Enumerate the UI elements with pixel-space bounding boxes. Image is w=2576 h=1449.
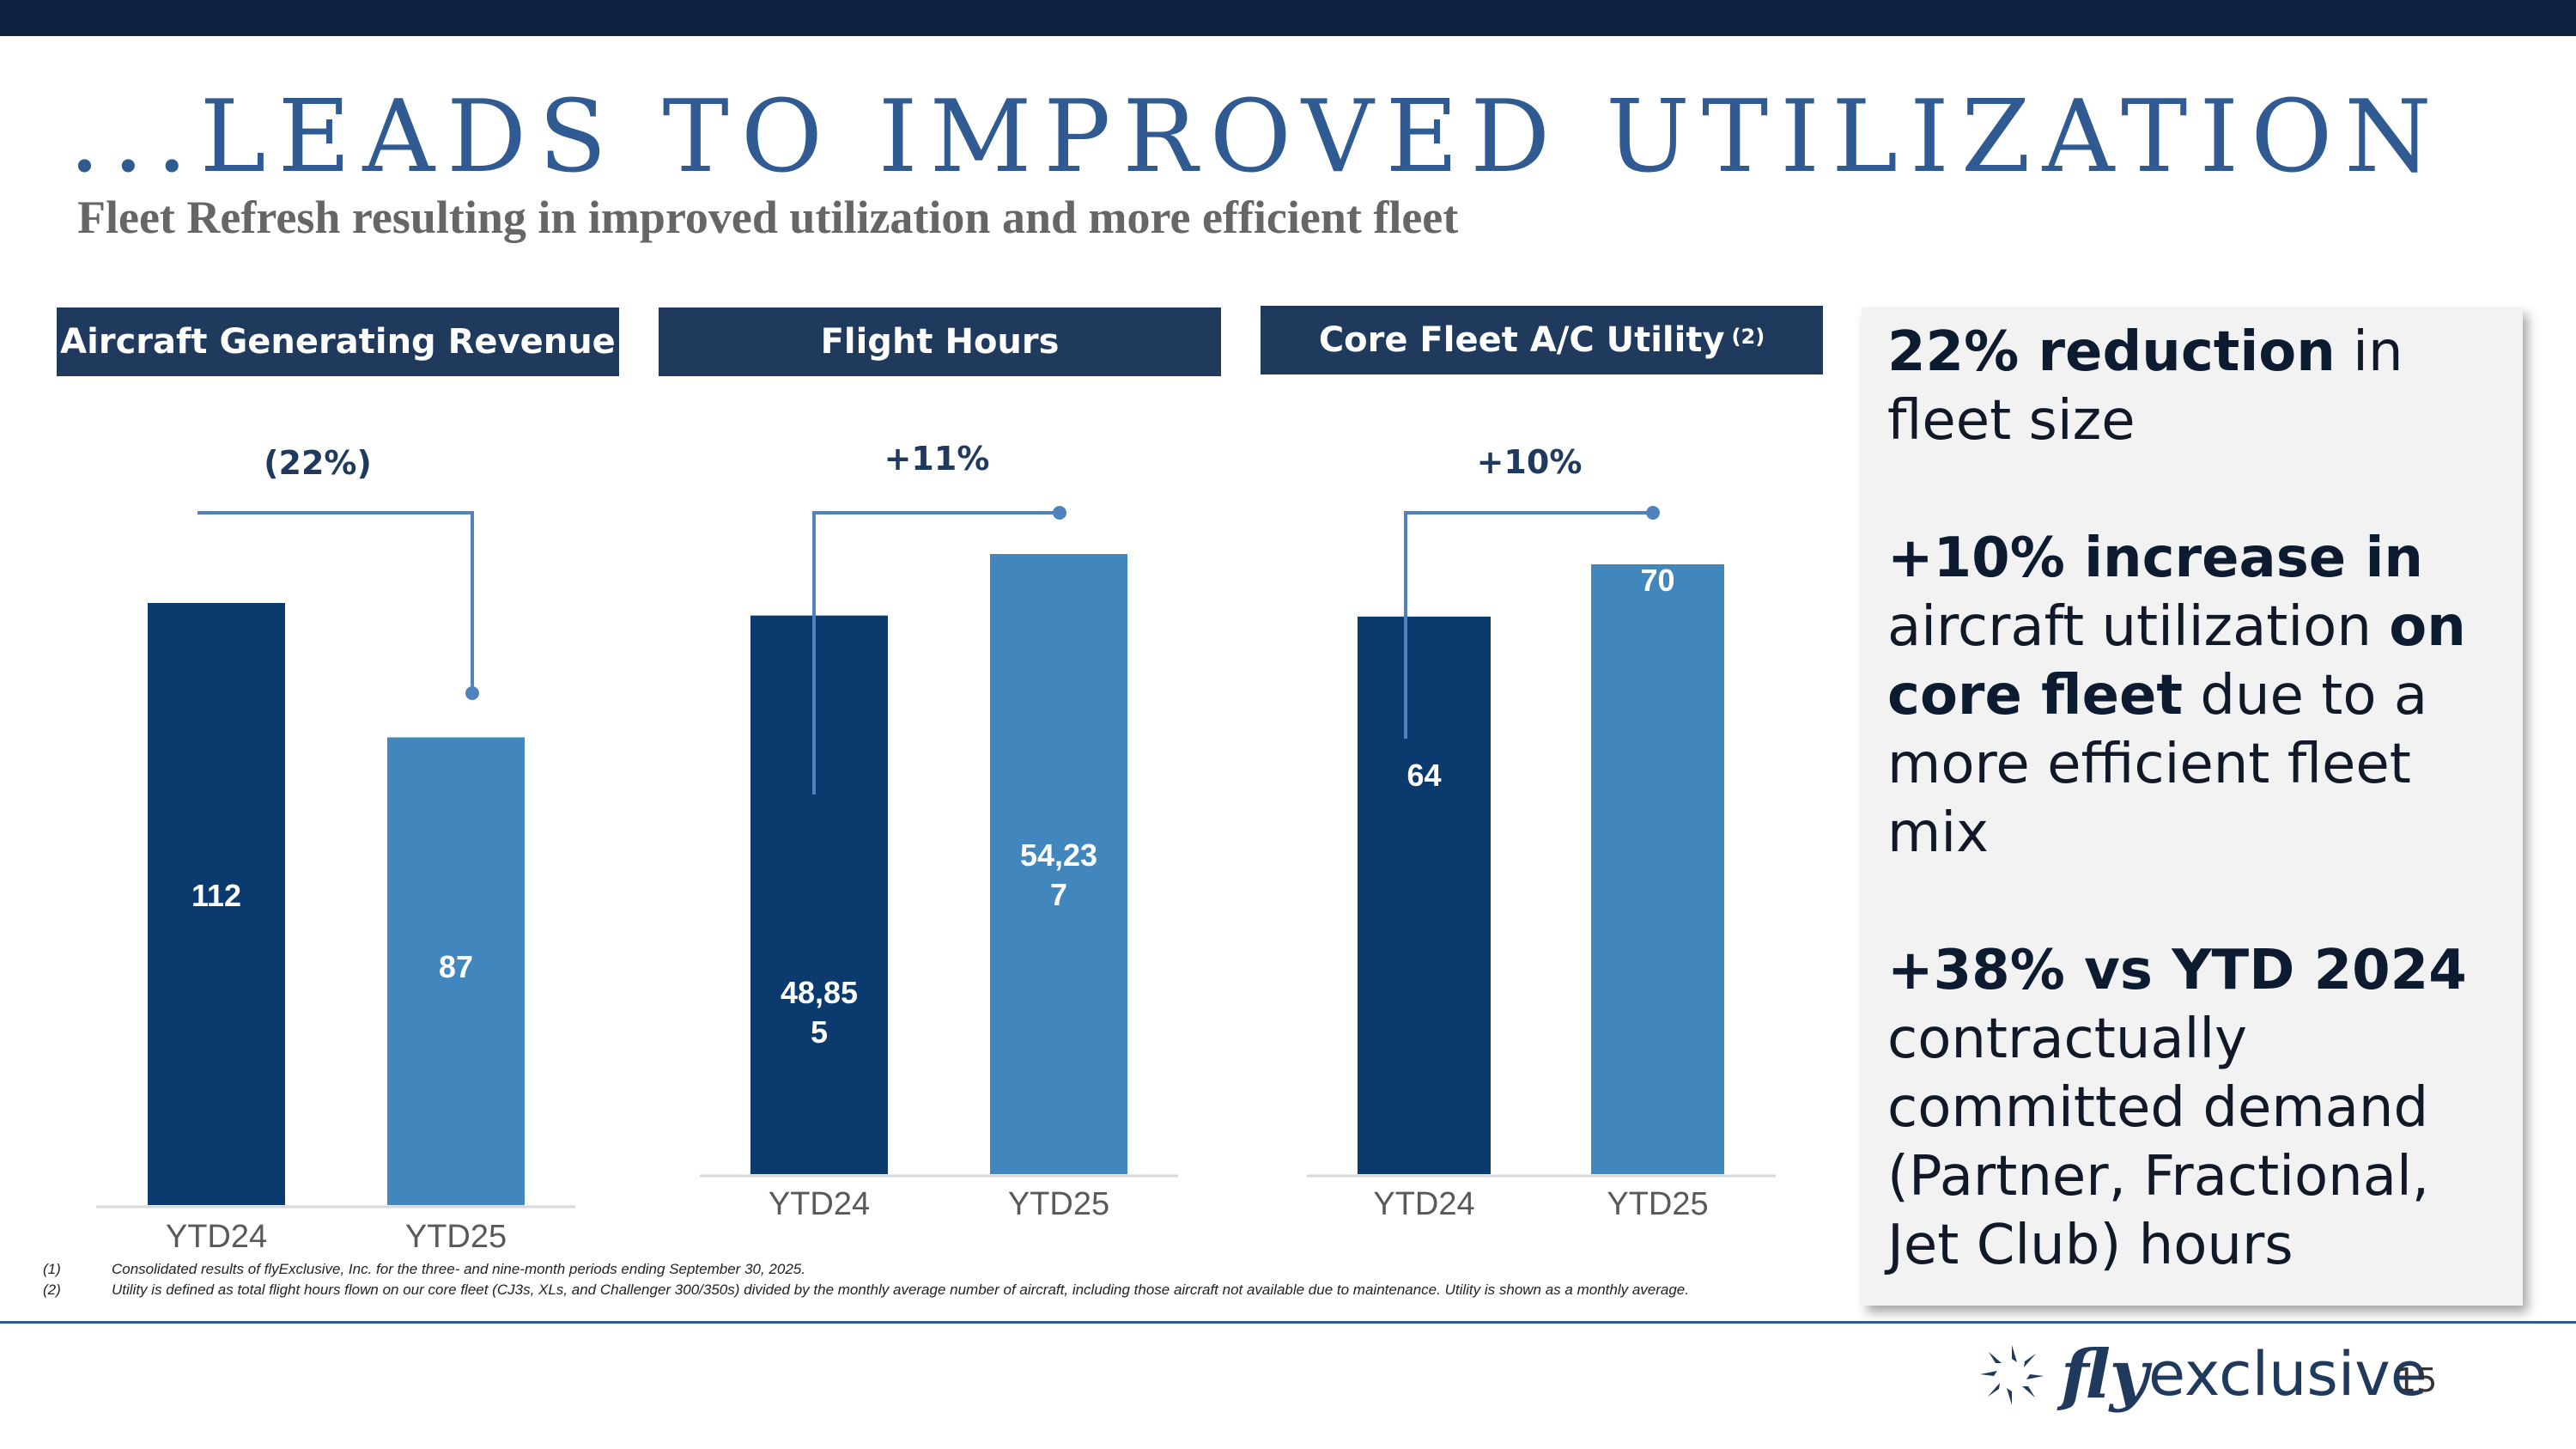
change-bracket	[1404, 511, 1653, 739]
data-label: 54,23 7	[1020, 837, 1097, 912]
bar-ytd25	[1591, 564, 1724, 1174]
footnotes: (1) Consolidated results of flyExclusive…	[43, 1259, 1812, 1300]
callout-utilization: +10% increase in aircraft utilization on…	[1887, 527, 2466, 865]
logo-text-exclusive: exclusive	[2148, 1339, 2427, 1409]
bottom-rule	[0, 1321, 2576, 1324]
data-label: 70	[1640, 563, 1674, 598]
bracket-endpoint	[465, 686, 479, 700]
bar-ytd25	[387, 737, 525, 1205]
bar-ytd25	[990, 554, 1127, 1174]
bar-ytd24	[750, 615, 888, 1174]
page-subtitle: Fleet Refresh resulting in improved util…	[77, 192, 1459, 243]
page-title: ...LEADS TO IMPROVED UTILIZATION	[69, 79, 2444, 195]
logo-text-fly: fly	[2061, 1335, 2149, 1414]
panel-header-label: Core Fleet A/C Utility	[1318, 320, 1725, 360]
panel-header-aircraft-revenue: Aircraft Generating Revenue	[57, 307, 619, 376]
bracket-endpoint	[1646, 506, 1660, 520]
x-tick-label: YTD25	[1607, 1186, 1708, 1222]
panel-header-label: Flight Hours	[820, 322, 1060, 362]
x-tick-label: YTD25	[1008, 1186, 1109, 1222]
panel-header-label: Aircraft Generating Revenue	[60, 322, 616, 362]
company-logo: fly exclusive	[1975, 1336, 2427, 1414]
footnote-ref: (2)	[1731, 325, 1765, 349]
footnote-2: (2) Utility is defined as total flight h…	[43, 1282, 1689, 1298]
panel-header-flight-hours: Flight Hours	[659, 307, 1221, 376]
x-tick-label: YTD25	[405, 1219, 507, 1255]
swirl-logo-icon	[1980, 1345, 2044, 1405]
top-bar	[0, 0, 2576, 36]
key-metrics-callout: 22% reduction in fleet size +10% increas…	[1862, 307, 2523, 1306]
x-tick-label: YTD24	[769, 1186, 870, 1222]
data-label: 87	[439, 949, 473, 984]
change-label: +10%	[1477, 443, 1583, 481]
panel-header-core-fleet-utility: Core Fleet A/C Utility (2)	[1261, 306, 1823, 374]
x-tick-label: YTD24	[166, 1219, 267, 1255]
change-bracket	[197, 511, 474, 693]
change-bracket	[812, 511, 1060, 795]
change-label: (22%)	[264, 444, 372, 482]
bar-ytd24	[1358, 616, 1491, 1174]
footnote-1: (1) Consolidated results of flyExclusive…	[43, 1261, 805, 1277]
data-label: 48,85 5	[781, 975, 858, 1050]
data-label: 112	[191, 878, 241, 913]
x-tick-label: YTD24	[1373, 1186, 1474, 1222]
page-number: 15	[2396, 1361, 2438, 1399]
bar-ytd24	[148, 603, 285, 1205]
data-label: 64	[1406, 758, 1441, 793]
callout-fleet-size: 22% reduction in fleet size	[1887, 320, 2403, 453]
callout-committed-demand: +38% vs YTD 2024 contractually committed…	[1887, 939, 2467, 1277]
change-label: +11%	[884, 440, 990, 478]
bracket-endpoint	[1053, 506, 1066, 520]
